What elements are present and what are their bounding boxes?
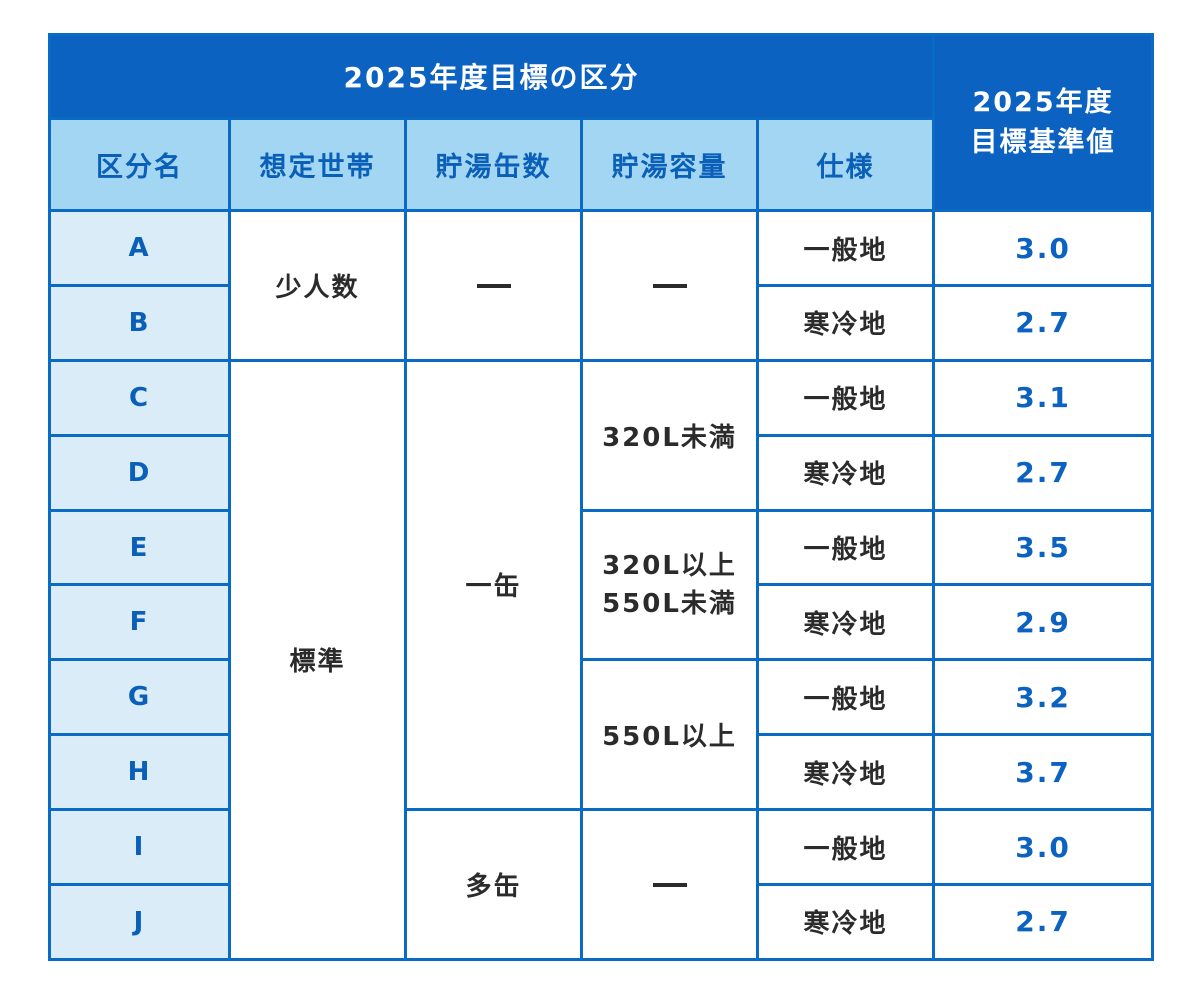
- target-value: 2.9: [932, 583, 1155, 662]
- target-value: 3.1: [932, 358, 1155, 437]
- table-row: G 550L以上 一般地 3.2: [48, 658, 1155, 812]
- spec-cell: 一般地: [755, 508, 936, 587]
- target-value-header: 2025年度 目標基準値: [932, 32, 1155, 213]
- target-value: 3.0: [932, 808, 1155, 886]
- category-code: C: [48, 358, 231, 437]
- table-row: E 320L以上 550L未満 一般地 3.5: [48, 508, 1155, 662]
- category-code: A: [48, 209, 231, 287]
- spec-cell: 寒冷地: [755, 583, 936, 662]
- category-code: H: [48, 733, 231, 812]
- spec-cell: 一般地: [755, 658, 936, 737]
- category-code: E: [48, 508, 231, 587]
- table-row: D 寒冷地 2.7: [48, 433, 1155, 512]
- column-header-capacity: 貯湯容量: [580, 116, 759, 213]
- category-code: D: [48, 433, 231, 512]
- table-row: B 寒冷地 2.7: [48, 283, 1155, 362]
- dash-mark: [652, 883, 687, 888]
- table-row: H 寒冷地 3.7: [48, 733, 1155, 812]
- table-row: A 少人数 一般地 3.0: [48, 209, 1155, 362]
- tank-count-multi: 多缶: [404, 808, 583, 961]
- target-header-line2: 目標基準値: [970, 126, 1116, 158]
- category-code: I: [48, 808, 231, 886]
- spec-cell: 寒冷地: [755, 733, 936, 812]
- spec-cell: 一般地: [755, 358, 936, 437]
- column-header-category: 区分名: [48, 116, 231, 213]
- capacity-over-550: 550L以上: [580, 658, 759, 812]
- column-header-household: 想定世帯: [228, 116, 407, 213]
- dash-mark: [476, 283, 511, 288]
- column-header-spec: 仕様: [755, 116, 936, 213]
- table-row: I 多缶 一般地 3.0: [48, 808, 1155, 961]
- target-value: 2.7: [932, 433, 1155, 512]
- capacity-line2: 550L未満: [602, 588, 737, 619]
- household-small: 少人数: [228, 209, 407, 362]
- tank-count-none: [404, 209, 583, 362]
- table-row: J 寒冷地 2.7: [48, 882, 1155, 962]
- category-code: G: [48, 658, 231, 737]
- spec-cell: 一般地: [755, 209, 936, 287]
- spec-cell: 一般地: [755, 808, 936, 886]
- target-value: 3.7: [932, 733, 1155, 812]
- spec-cell: 寒冷地: [755, 882, 936, 962]
- target-value: 3.2: [932, 658, 1155, 737]
- category-code: B: [48, 283, 231, 362]
- target-value: 2.7: [932, 882, 1155, 962]
- spec-cell: 寒冷地: [755, 433, 936, 512]
- spec-cell: 寒冷地: [755, 283, 936, 362]
- capacity-under-320: 320L未満: [580, 358, 759, 512]
- column-header-tank-count: 貯湯缶数: [404, 116, 583, 213]
- target-header-line1: 2025年度: [972, 86, 1114, 118]
- capacity-none: [580, 209, 759, 362]
- table-row: C 標準 一缶 320L未満 一般地 3.1: [48, 358, 1155, 962]
- target-value: 3.0: [932, 209, 1155, 287]
- target-value: 3.5: [932, 508, 1155, 587]
- tank-count-single: 一缶: [404, 358, 583, 812]
- household-standard: 標準: [228, 358, 407, 962]
- target-standard-table: 2025年度目標の区分 2025年度 目標基準値 区分名 想定世帯 貯湯缶数 貯…: [47, 32, 1155, 962]
- dash-mark: [652, 283, 687, 288]
- target-value: 2.7: [932, 283, 1155, 362]
- capacity-320-to-550: 320L以上 550L未満: [580, 508, 759, 662]
- category-code: J: [48, 882, 231, 962]
- group-header: 2025年度目標の区分: [47, 33, 936, 120]
- capacity-none: [580, 808, 759, 961]
- table-row: F 寒冷地 2.9: [48, 583, 1155, 662]
- category-code: F: [48, 583, 231, 662]
- capacity-line1: 320L以上: [602, 550, 737, 581]
